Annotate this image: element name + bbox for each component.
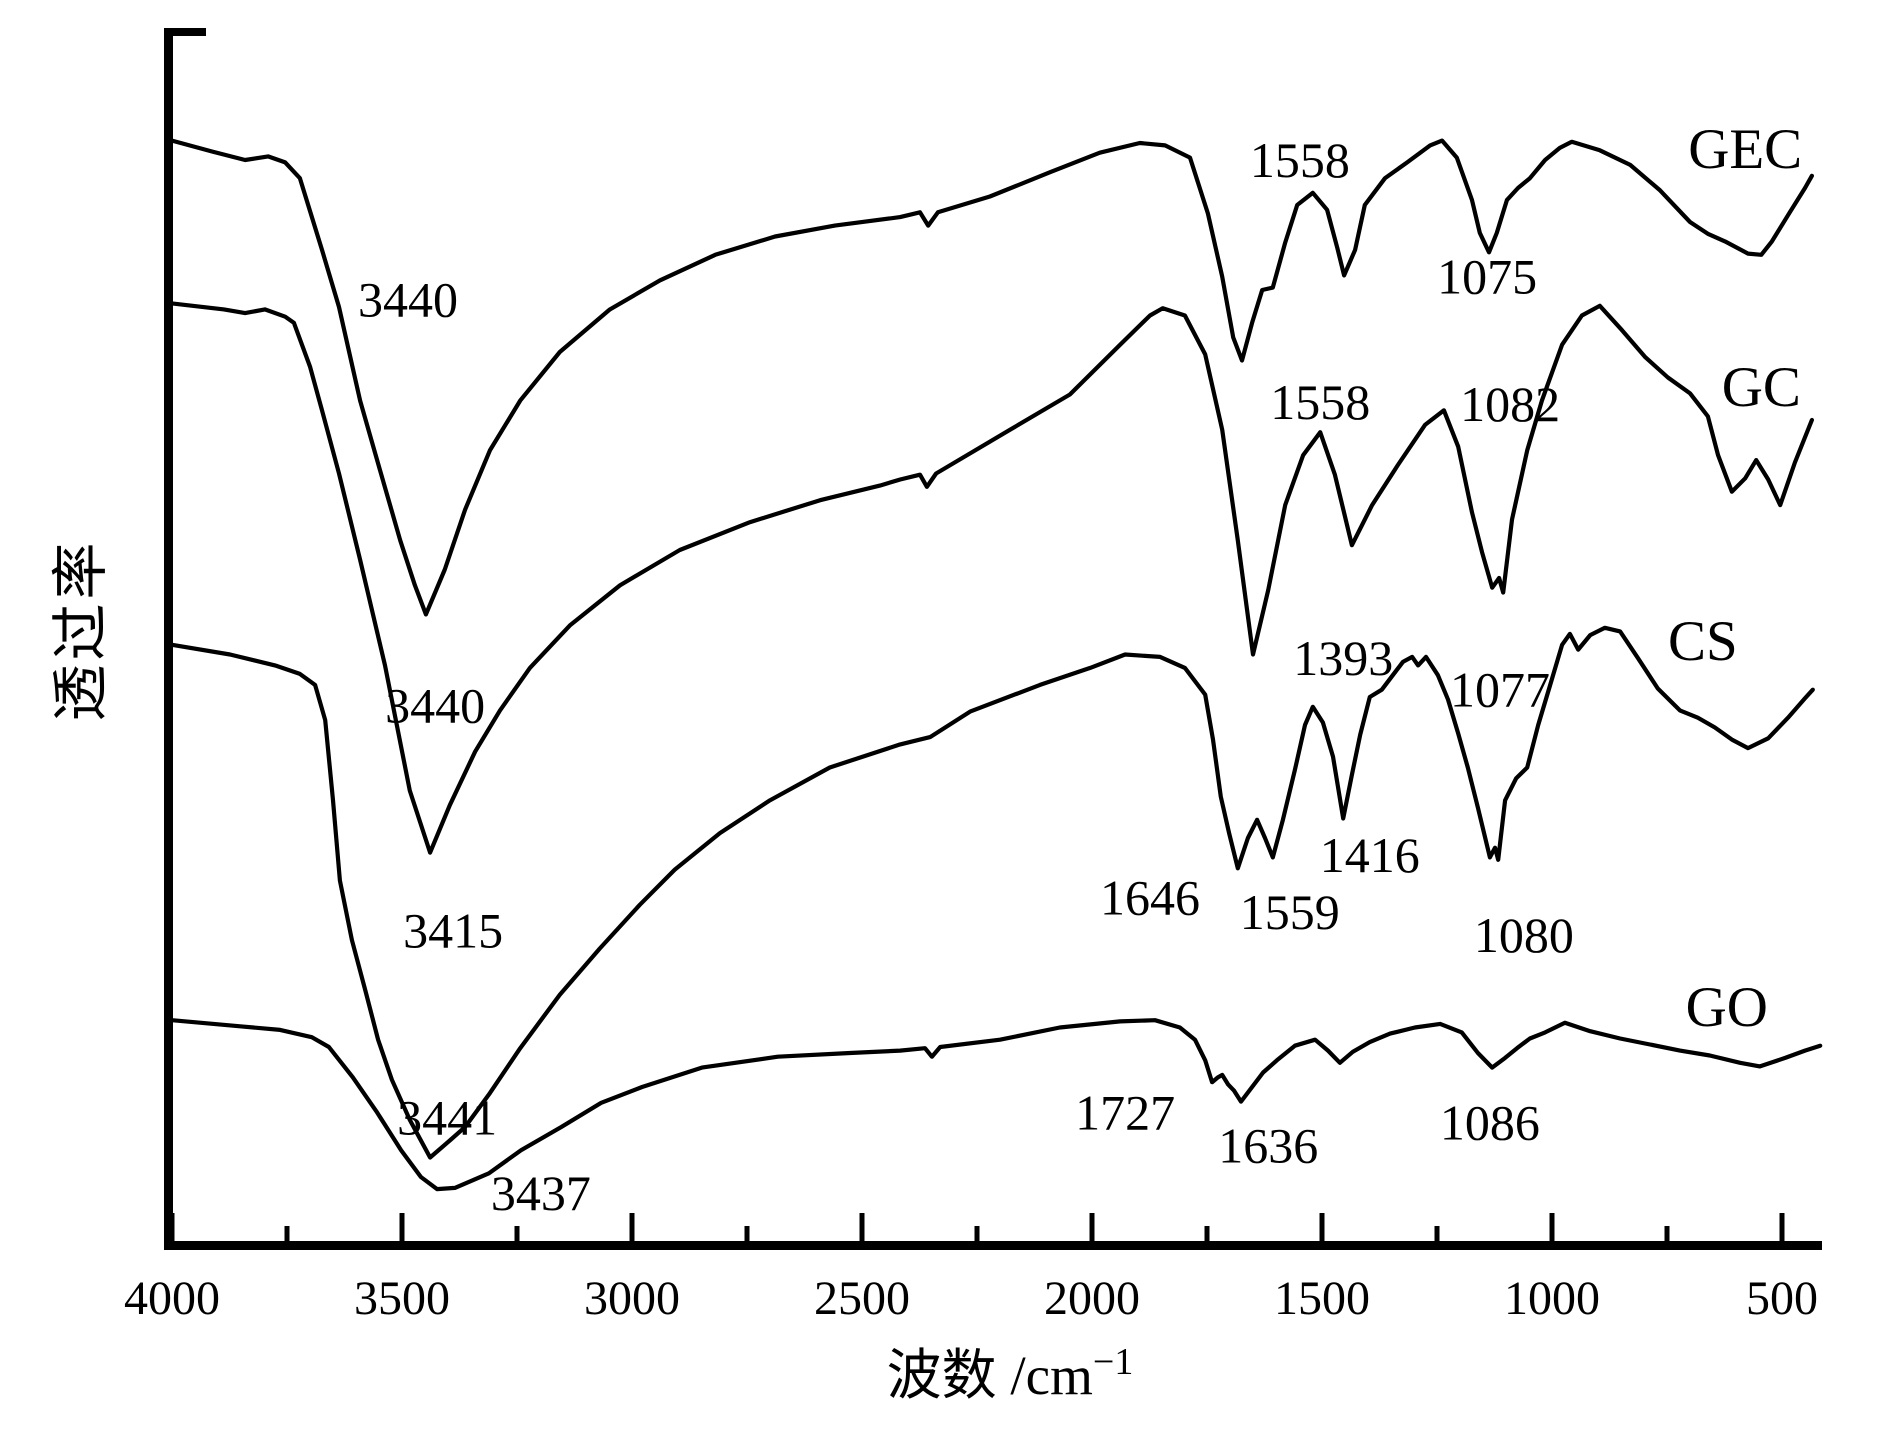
x-major-tick-3000	[629, 1213, 635, 1241]
series-labels: GEC GC CS GO	[1668, 118, 1802, 1039]
x-major-tick-2000	[1089, 1213, 1095, 1241]
spectrum-curve-gc	[169, 301, 1814, 855]
peak-label-go-3441: 3441	[397, 1089, 497, 1145]
peak-label-cs-1393: 1393	[1293, 630, 1393, 686]
peak-label-cs-1077: 1077	[1450, 662, 1550, 718]
x-tick-label-500: 500	[1746, 1272, 1818, 1325]
peak-label-cs-1416: 1416	[1320, 827, 1420, 883]
x-minor-tick-1250	[1434, 1226, 1440, 1241]
series-label-gc: GC	[1722, 356, 1801, 419]
x-axis-title: 波数 /cm−1	[887, 1341, 1134, 1406]
x-tick-label-2500: 2500	[814, 1272, 910, 1325]
x-tick-label-3500: 3500	[354, 1272, 450, 1325]
peak-label-gc-1558: 1558	[1270, 374, 1370, 430]
peak-label-gc-1082: 1082	[1460, 376, 1560, 432]
x-major-tick-4000	[169, 1213, 175, 1241]
x-minor-tick-750	[1664, 1226, 1670, 1241]
x-major-tick-2500	[859, 1213, 865, 1241]
peak-label-go-3437: 3437	[491, 1165, 591, 1221]
peak-label-go-1086: 1086	[1440, 1094, 1540, 1150]
peak-label-go-1636: 1636	[1218, 1117, 1318, 1173]
peak-label-gec-1075: 1075	[1437, 249, 1537, 305]
x-minor-tick-2750	[744, 1226, 750, 1241]
y-axis-title: 透过率	[50, 539, 113, 722]
spectrum-curve-gec	[169, 138, 1814, 617]
spectra-curves	[169, 138, 1823, 1192]
x-tick-label-2000: 2000	[1044, 1272, 1140, 1325]
x-minor-tick-3750	[284, 1226, 290, 1241]
x-axis-title-sup: −1	[1093, 1341, 1133, 1383]
x-major-tick-3500	[399, 1213, 405, 1241]
peak-label-gec-1558: 1558	[1250, 132, 1350, 188]
x-minor-tick-3250	[514, 1226, 520, 1241]
spectrum-curve-cs	[169, 625, 1815, 1160]
x-tick-label-1500: 1500	[1274, 1272, 1370, 1325]
peak-label-cs-1646: 1646	[1100, 870, 1200, 926]
series-label-cs: CS	[1668, 610, 1738, 673]
x-minor-tick-1750	[1204, 1226, 1210, 1241]
peak-label-cs-1559: 1559	[1240, 884, 1340, 940]
spectrum-curve-go	[169, 1018, 1823, 1192]
x-major-tick-1500	[1319, 1213, 1325, 1241]
peak-label-cs-3415: 3415	[403, 902, 503, 958]
x-tick-label-3000: 3000	[584, 1272, 680, 1325]
peak-label-gec-3440: 3440	[358, 272, 458, 328]
y-axis-line	[164, 28, 173, 1250]
x-axis-ticks	[169, 1213, 1785, 1241]
series-label-go: GO	[1686, 976, 1768, 1039]
peak-label-cs-1080: 1080	[1474, 907, 1574, 963]
peak-label-go-1727: 1727	[1075, 1085, 1175, 1141]
x-axis-tick-labels: 4000 3500 3000 2500 2000 1500 1000 500	[124, 1272, 1818, 1325]
x-tick-label-4000: 4000	[124, 1272, 220, 1325]
x-tick-label-1000: 1000	[1504, 1272, 1600, 1325]
y-axis-top-tick	[173, 28, 206, 36]
peak-annotations: 3440 3440 3415 3441 3437 1558 1075 1558 1082 1646…	[358, 132, 1574, 1221]
peak-label-gc-3440: 3440	[385, 678, 485, 734]
x-axis-line	[164, 1241, 1822, 1250]
x-major-tick-500	[1779, 1213, 1785, 1241]
x-minor-tick-2250	[974, 1226, 980, 1241]
x-major-tick-1000	[1549, 1213, 1555, 1241]
series-label-gec: GEC	[1688, 118, 1802, 181]
x-axis-title-main: 波数 /cm	[887, 1345, 1093, 1406]
